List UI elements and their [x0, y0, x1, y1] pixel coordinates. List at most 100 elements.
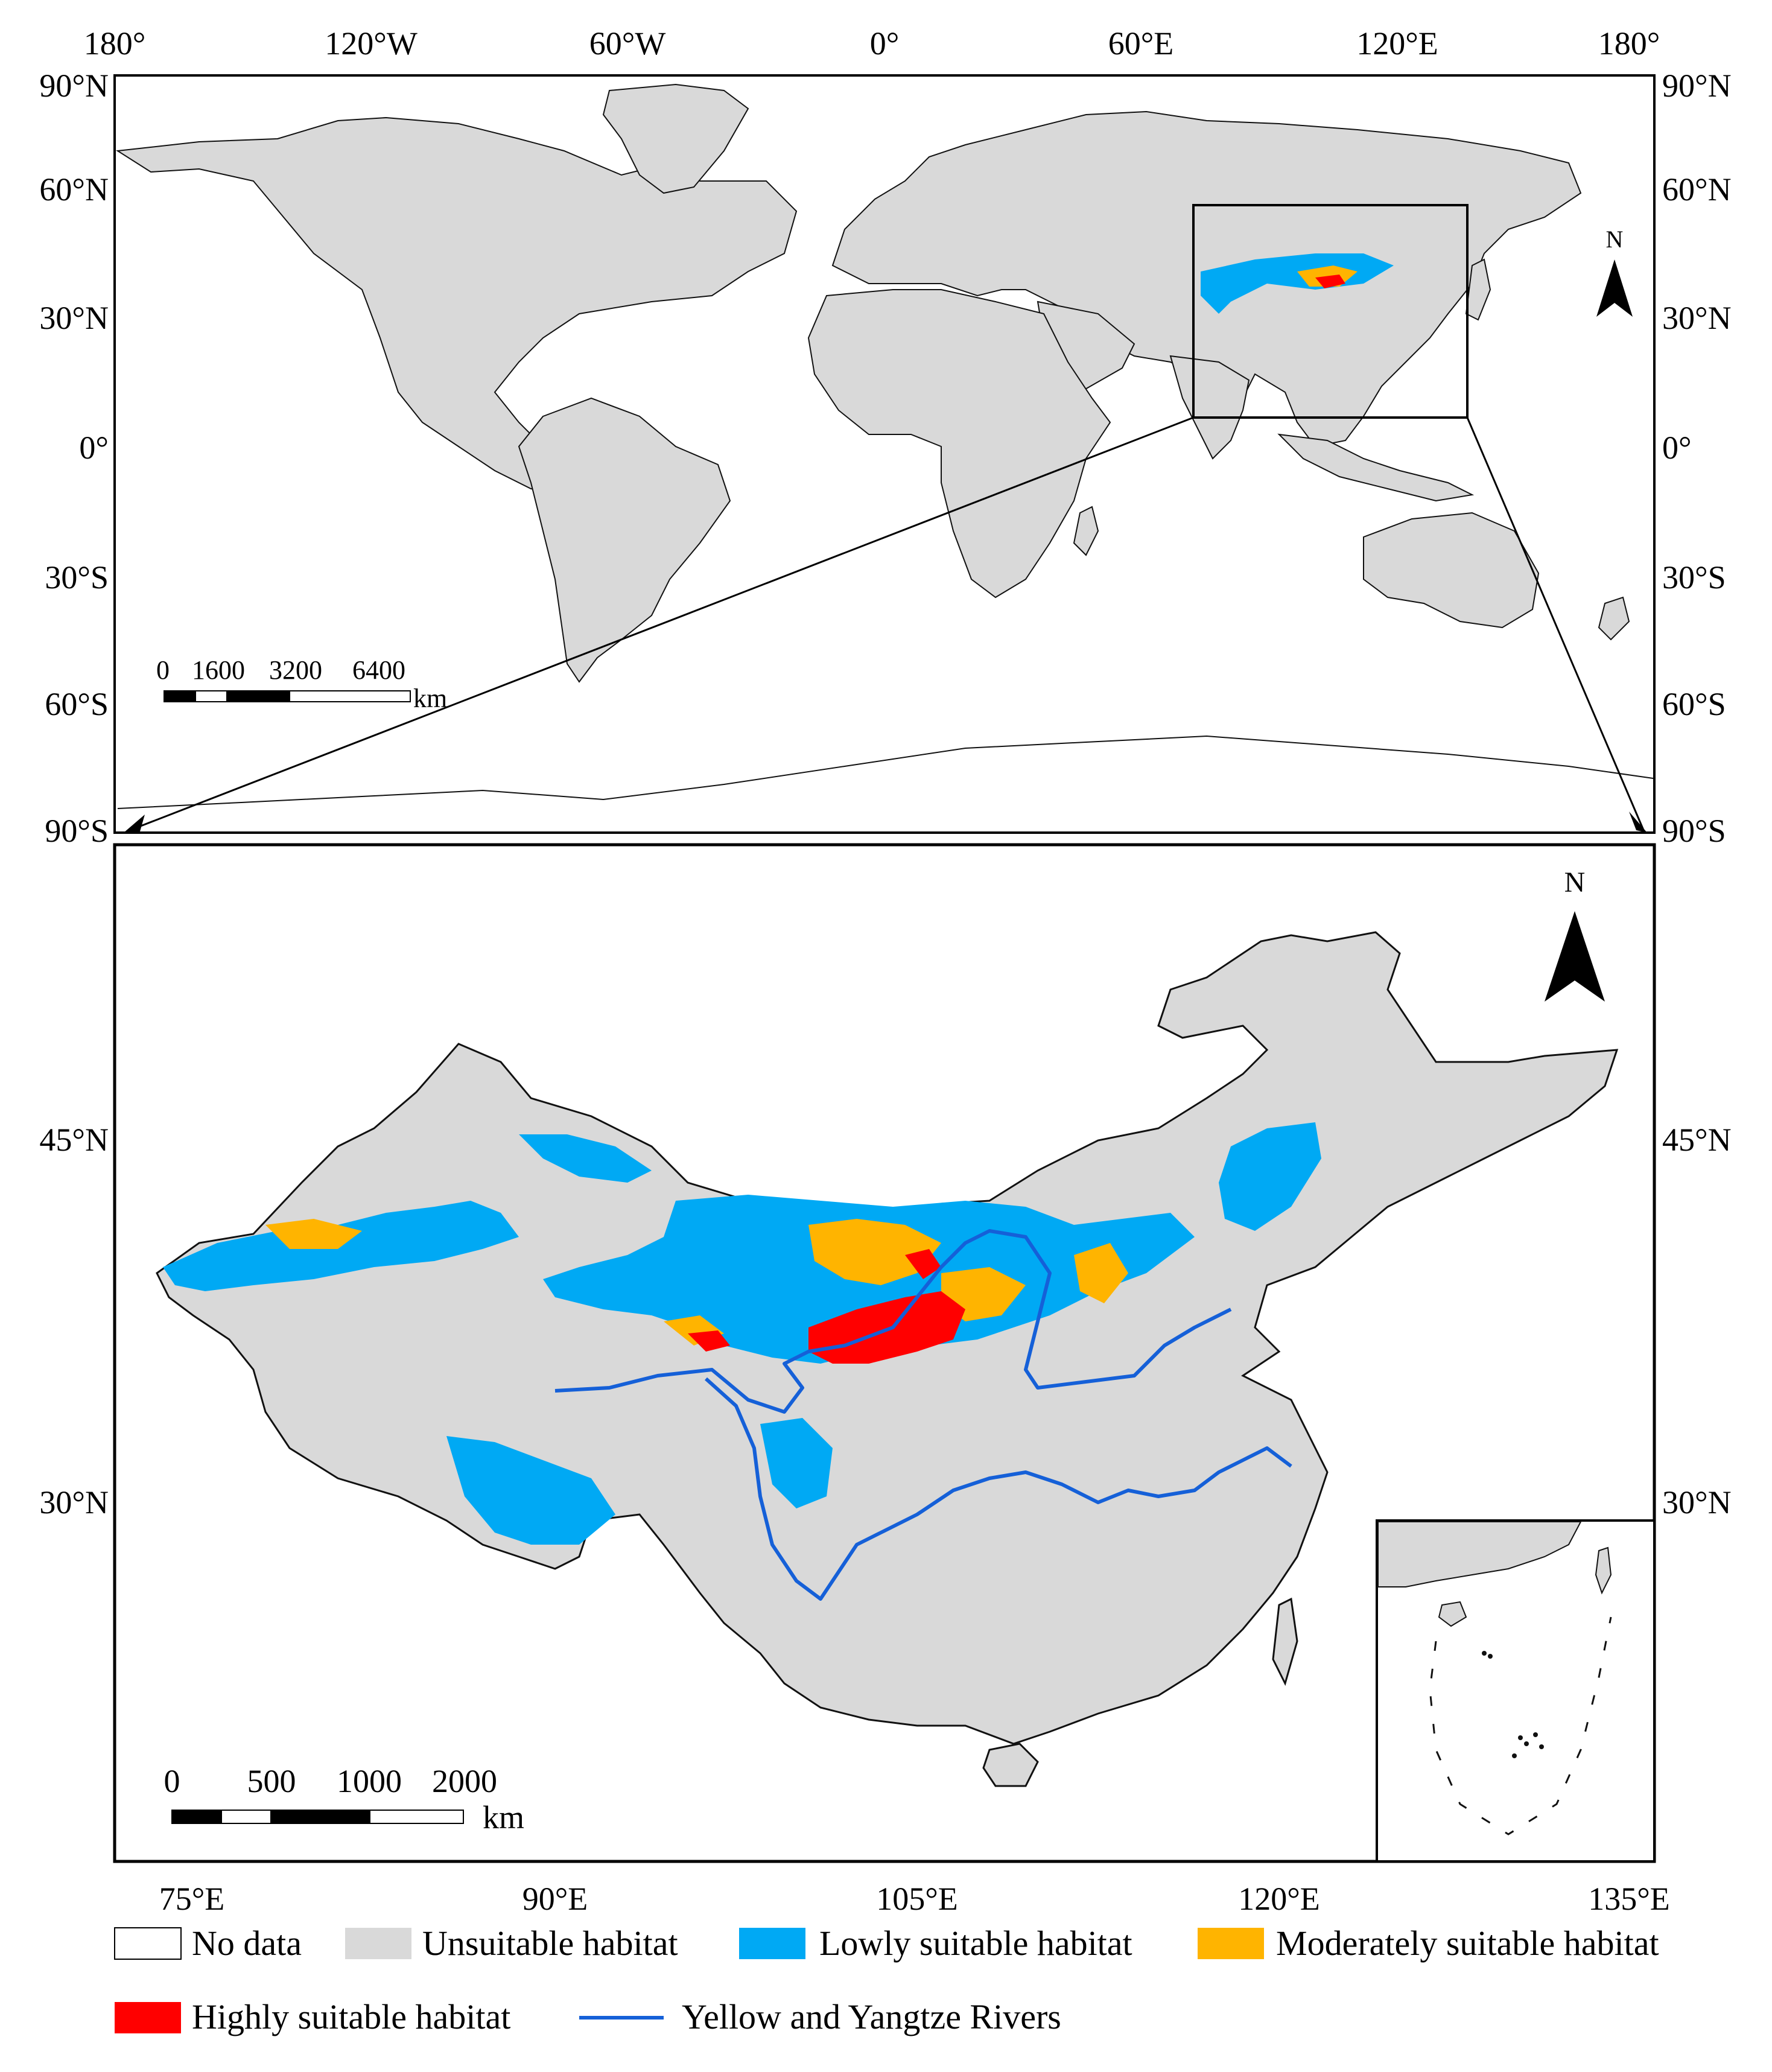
australia-landmass [1363, 512, 1540, 629]
china-lon-label: 105°E [876, 1881, 958, 1917]
inset-taiwan [1595, 1546, 1612, 1595]
rivers [554, 1229, 1292, 1601]
china-lat-label-right: 30°N [1662, 1484, 1732, 1521]
china-scale-bar: 0 500 1000 2000 km [164, 1763, 525, 1835]
inset-boundary-dashes [1429, 1616, 1612, 1835]
world-lon-label: 180° [1598, 25, 1660, 62]
world-lat-label-right: 30°N [1662, 300, 1732, 336]
world-scale-tick-0: 0 [156, 655, 170, 685]
legend: No data Unsuitable habitat Lowly suitabl… [114, 1924, 1659, 2036]
world-north-arrow-icon [1596, 259, 1633, 317]
antarctica-outline [117, 735, 1654, 809]
moderate-suitability-xinjiang [265, 1219, 362, 1249]
world-lat-label-left: 90°N [39, 68, 109, 104]
legend-item-high: Highly suitable habitat [115, 1997, 510, 2036]
inset-island-dot [1482, 1651, 1487, 1656]
world-scale-bar: 0 1600 3200 6400 km [156, 655, 447, 713]
world-lon-label: 60°E [1108, 25, 1174, 62]
world-lat-label-left: 90°S [45, 813, 109, 849]
south-china-sea-inset [1376, 1519, 1656, 1863]
china-lat-label-left: 30°N [39, 1484, 109, 1521]
southeast-asia-islands [1277, 433, 1475, 502]
taiwan-landmass [1272, 1597, 1298, 1686]
world-lat-label-right: 90°S [1662, 813, 1726, 849]
inset-island-dot [1518, 1735, 1523, 1740]
china-lat-label-left: 45°N [39, 1122, 109, 1158]
africa-landmass [807, 289, 1111, 599]
legend-swatch [1198, 1928, 1264, 1959]
world-lat-label-left: 30°S [45, 559, 109, 596]
china-bottom-axis: 75°E 90°E 105°E 120°E 135°E [159, 1881, 1670, 1917]
greenland-landmass [602, 83, 749, 194]
china-scale-seg-4 [369, 1810, 464, 1824]
world-lat-label-left: 0° [79, 430, 109, 466]
legend-swatch [739, 1928, 805, 1959]
world-scale-tick-3: 6400 [352, 655, 405, 685]
world-map-panel: N 0 1600 3200 6400 km 180° 120°W 60°W 0°… [39, 25, 1731, 849]
world-right-axis: 90°N 60°N 30°N 0° 30°S 60°S 90°S [1662, 68, 1732, 849]
china-extent-box [1192, 204, 1469, 419]
world-lat-label-right: 30°S [1662, 559, 1726, 596]
inset-islands [1482, 1651, 1544, 1758]
low-suitability-tarim-north [519, 1134, 652, 1183]
india-landmass [1169, 355, 1250, 460]
legend-item-low: Lowly suitable habitat [739, 1924, 1132, 1963]
china-right-axis: 45°N 30°N [1662, 1122, 1732, 1521]
hainan-landmass [982, 1743, 1039, 1787]
world-lon-label: 0° [870, 25, 900, 62]
madagascar-landmass [1073, 506, 1099, 556]
china-lon-label: 135°E [1588, 1881, 1670, 1917]
world-left-axis: 90°N 60°N 30°N 0° 30°S 60°S 90°S [39, 68, 109, 849]
china-north-arrow: N [1545, 866, 1605, 1002]
world-lon-label: 120°E [1356, 25, 1438, 62]
new-zealand-landmass [1598, 596, 1630, 641]
world-lat-label-left: 60°N [39, 171, 109, 208]
world-scale-tick-2: 3200 [269, 655, 322, 685]
world-north-label: N [1606, 226, 1624, 253]
china-lon-label: 75°E [159, 1881, 225, 1917]
world-lon-label: 60°W [589, 25, 666, 62]
world-top-axis: 180° 120°W 60°W 0° 60°E 120°E 180° [84, 25, 1660, 62]
china-scale-tick-1: 500 [247, 1763, 296, 1799]
china-north-label: N [1564, 866, 1586, 898]
legend-item-no-data: No data [114, 1924, 302, 1963]
world-scale-seg-4 [289, 690, 411, 702]
high-suitability-yellow-bend [905, 1249, 941, 1279]
legend-label: Yellow and Yangtze Rivers [682, 1997, 1061, 2036]
world-high-suitability-area [1315, 275, 1345, 288]
world-lat-label-right: 90°N [1662, 68, 1732, 104]
moderate-suitability-ordos [808, 1219, 941, 1285]
china-scale-tick-0: 0 [164, 1763, 180, 1799]
legend-item-moderate: Moderately suitable habitat [1198, 1924, 1659, 1963]
world-lon-label: 180° [84, 25, 146, 62]
china-lon-label: 120°E [1238, 1881, 1320, 1917]
north-america-landmass [116, 116, 798, 496]
china-north-arrow-icon [1545, 911, 1605, 1002]
china-lat-label-right: 45°N [1662, 1122, 1732, 1158]
china-scale-unit: km [483, 1799, 524, 1835]
world-scale-seg-2 [195, 690, 227, 702]
legend-swatch [114, 1927, 182, 1960]
legend-swatch [115, 2002, 181, 2033]
china-scale-seg-3 [270, 1810, 370, 1824]
china-left-axis: 45°N 30°N [39, 1122, 109, 1521]
moderate-suitability-taihang [1074, 1243, 1128, 1303]
china-lon-label: 90°E [522, 1881, 588, 1917]
low-suitability-northeast [1219, 1122, 1321, 1231]
low-suitability-sichuan [760, 1418, 833, 1508]
zoom-arrowhead-right [1629, 812, 1647, 833]
yellow-river [554, 1229, 1232, 1414]
world-scale-seg-3 [226, 690, 290, 702]
world-lat-label-left: 60°S [45, 686, 109, 722]
legend-item-unsuitable: Unsuitable habitat [345, 1924, 678, 1963]
world-lat-label-right: 0° [1662, 430, 1692, 466]
inset-mainland [1377, 1521, 1582, 1587]
yangtze-river [704, 1377, 1292, 1601]
inset-island-dot [1524, 1741, 1529, 1746]
inset-island-dot [1533, 1732, 1538, 1737]
world-lat-label-right: 60°N [1662, 171, 1732, 208]
legend-label: Unsuitable habitat [422, 1924, 678, 1963]
world-scale-seg-1 [164, 690, 196, 702]
world-scale-tick-1: 1600 [192, 655, 245, 685]
inset-island-dot [1512, 1753, 1517, 1758]
